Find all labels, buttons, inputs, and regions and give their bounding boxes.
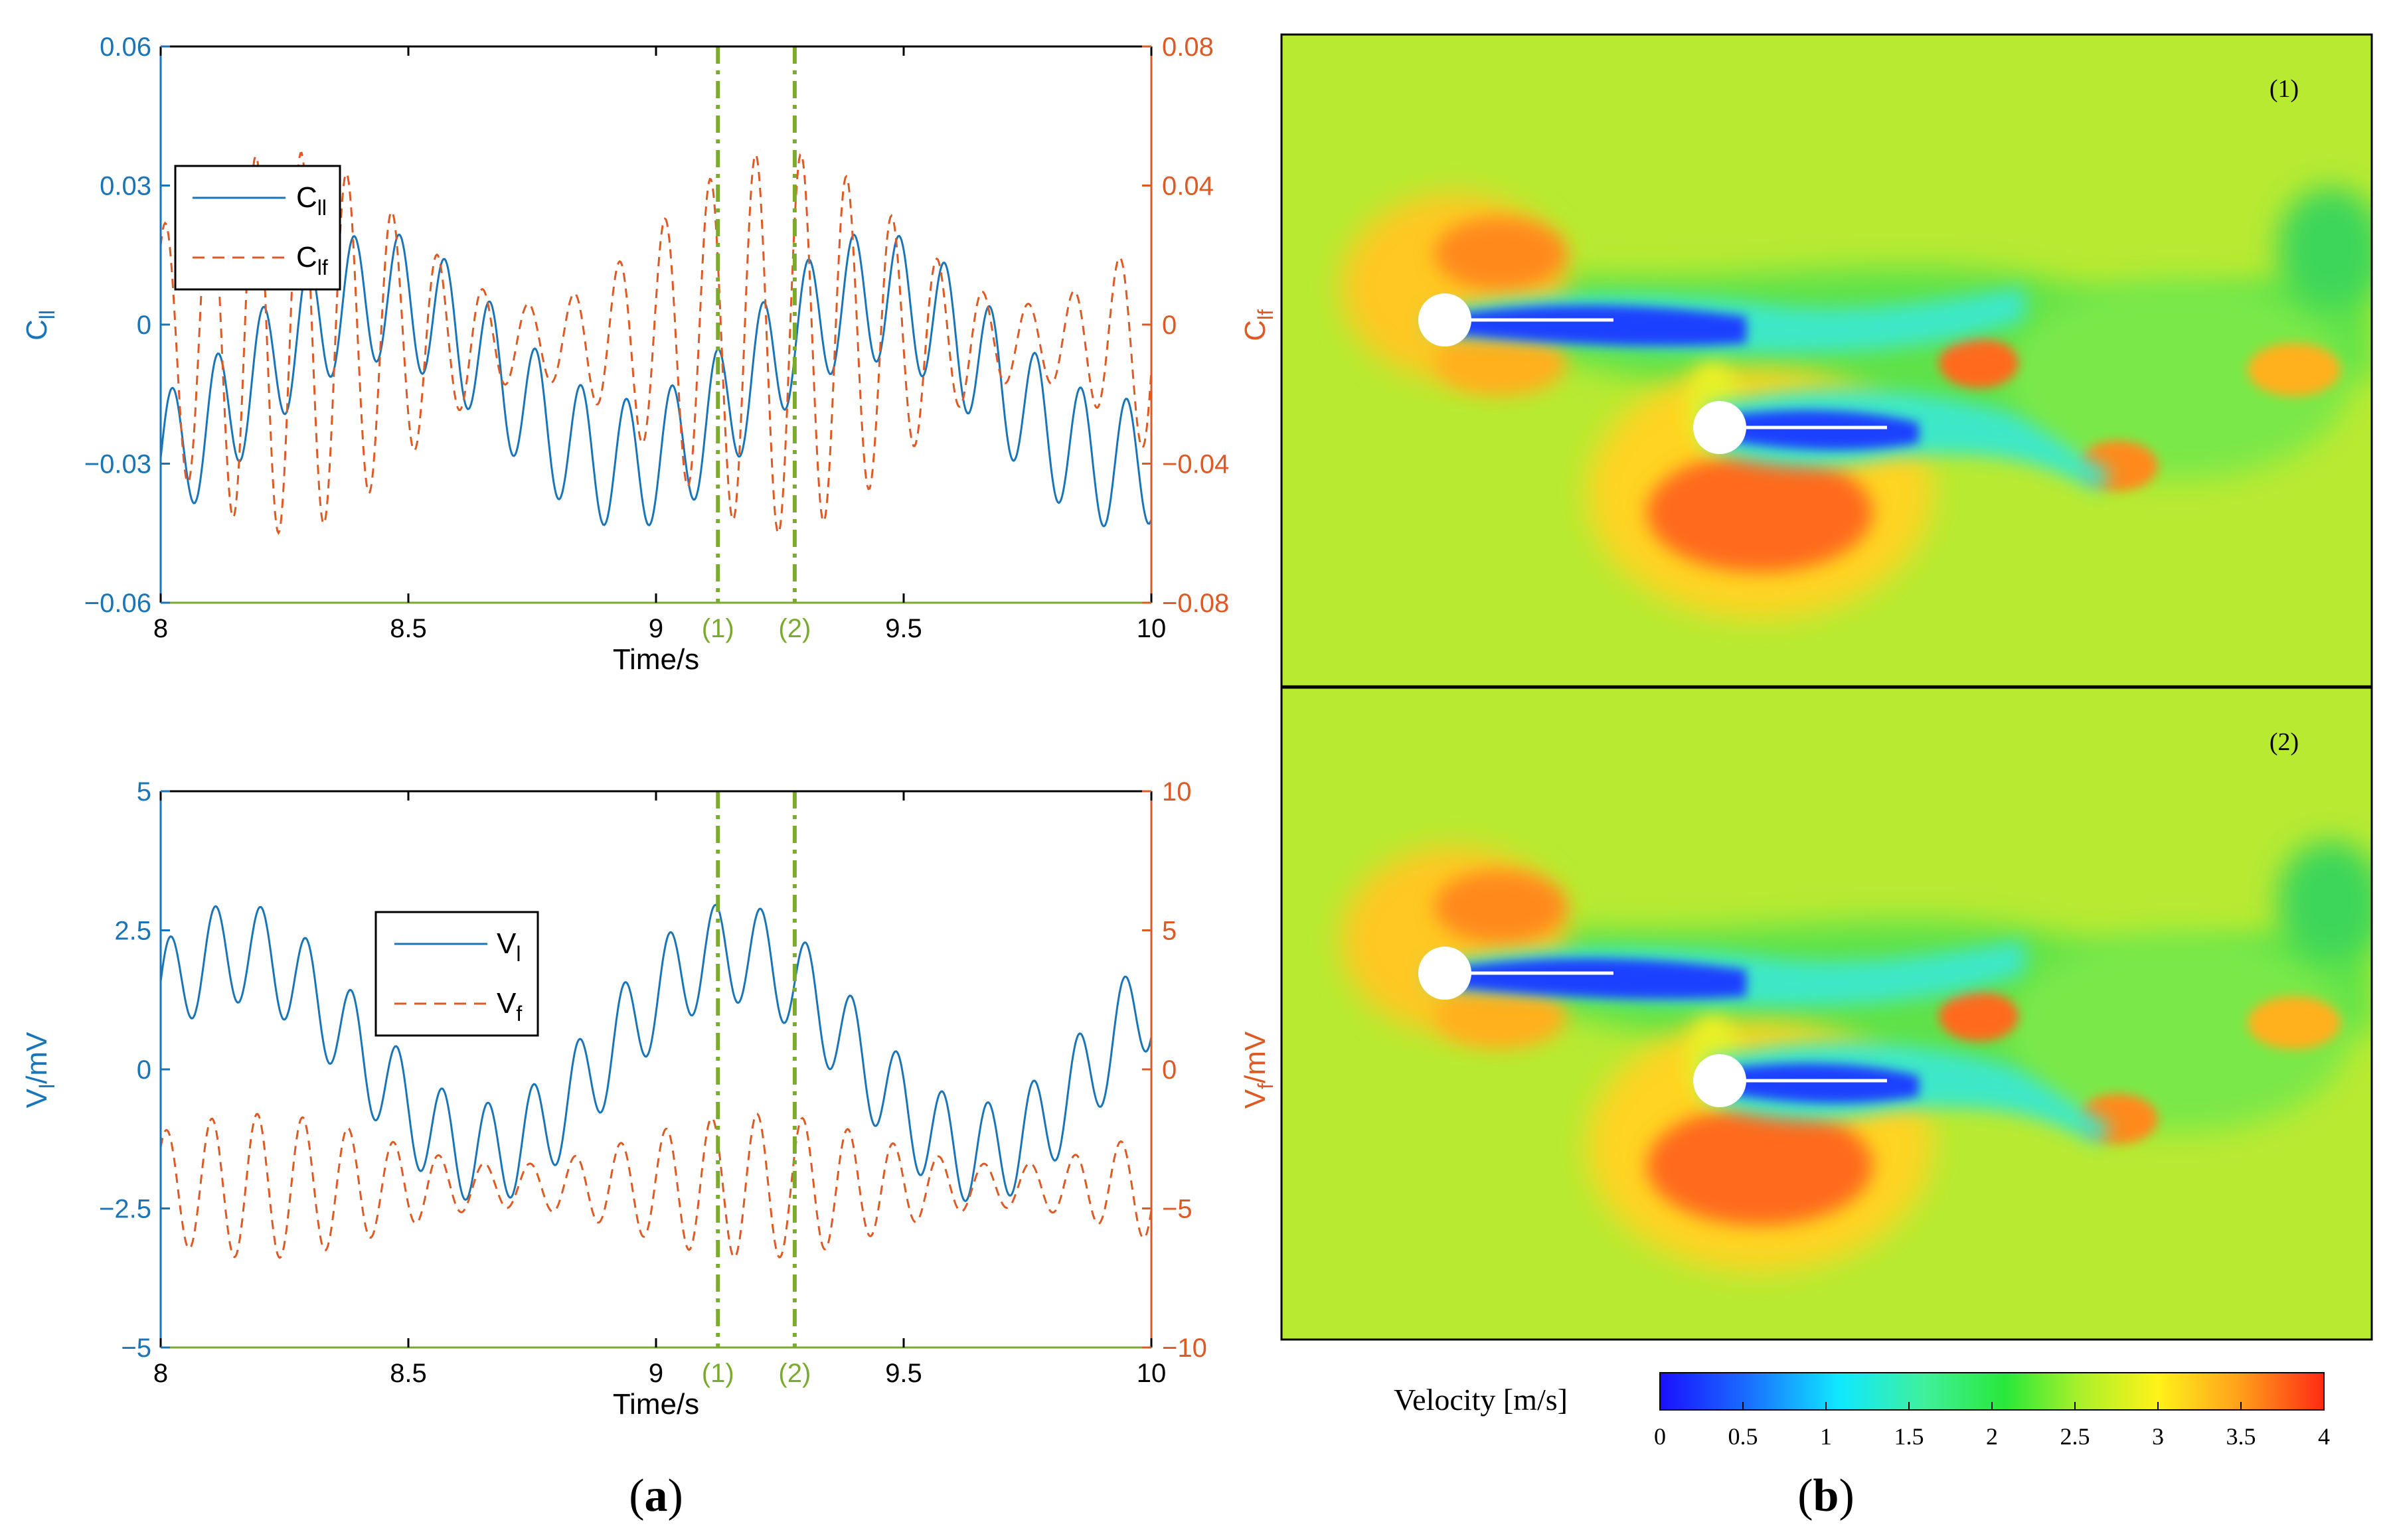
flow-frame-2-label: (2) (2269, 728, 2299, 756)
series-group-top (161, 151, 1151, 536)
bottom-legend-label-vf: Vf (497, 987, 522, 1026)
bottom-ytick-left-label: 0 (137, 1055, 151, 1085)
bottom-legend-box (374, 911, 539, 1037)
top-legend-box (174, 165, 341, 291)
top-ytick-left-label: 0 (137, 311, 151, 340)
flow-frame-1-border (1280, 33, 2373, 688)
bottom-legend: Vl Vf (374, 911, 539, 1037)
chart-top: (1) (2) 8 8.5 9 9.5 10 0.06 0.03 0 −0.03 −0.06 0.08… (21, 33, 1278, 676)
colorbar-tick-label: 2 (1986, 1423, 1998, 1450)
top-ylabel-right-sub: lf (1254, 309, 1278, 320)
bottom-ytick-right-label: −5 (1162, 1195, 1193, 1224)
top-ylabel-left-base: C (21, 319, 53, 341)
colorbar-tick-label: 1.5 (1894, 1423, 1924, 1450)
tick-group-top: 8 8.5 9 9.5 10 0.06 0.03 0 −0.03 −0.06 0.08 0.04 0 −0… (84, 33, 1229, 643)
bottom-marker-label: (2) (778, 1359, 811, 1388)
chart-bottom: (1) (2) 8 8.5 9 9.5 10 5 2.5 0 −2.5 −5 10 5 0 −5 −10 Ti… (21, 777, 1278, 1421)
bottom-ytick-left-label: 5 (137, 777, 151, 807)
top-ytick-left-label: 0.06 (100, 33, 151, 62)
marker-group-top: (1) (2) (702, 46, 811, 643)
top-xtick-label: 8 (153, 614, 168, 643)
tick-group-bottom: 8 8.5 9 9.5 10 5 2.5 0 −2.5 −5 10 5 0 −5 −10 (99, 777, 1207, 1388)
top-xtick-label: 9.5 (885, 614, 922, 643)
bottom-ytick-right-label: −10 (1162, 1334, 1207, 1363)
colorbar-tick-group: 0 0.5 1 1.5 2 2.5 3 3.5 4 (1654, 1402, 2330, 1450)
top-legend: Cll Clf (174, 165, 341, 291)
series-group-bottom (161, 903, 1151, 1259)
bottom-ytick-left-label: 2.5 (114, 917, 151, 946)
flow-frame-1-label: (1) (2269, 75, 2299, 103)
top-ytick-left-label: −0.06 (84, 589, 151, 618)
bottom-ytick-right-label: 5 (1162, 917, 1177, 946)
top-xtick-label: 9 (649, 614, 663, 643)
top-ytick-right-label: 0.04 (1162, 172, 1214, 201)
top-marker-label: (2) (778, 614, 811, 643)
colorbar-tick-label: 4 (2318, 1423, 2330, 1450)
flow-frame-2 (1281, 688, 2384, 1340)
colorbar-tick-label: 1 (1820, 1423, 1832, 1450)
bottom-ytick-right-label: 10 (1162, 777, 1192, 807)
flow-frame-1 (1281, 35, 2384, 686)
top-ytick-right-label: 0.08 (1162, 33, 1214, 62)
bottom-xtick-label: 8.5 (390, 1359, 427, 1388)
marker-group-bottom: (1) (2) (702, 791, 811, 1388)
colorbar-tick-label: 3.5 (2226, 1423, 2256, 1450)
bottom-xtick-label: 10 (1137, 1359, 1167, 1388)
colorbar-tick-label: 2.5 (2060, 1423, 2090, 1450)
colorbar-tick-label: 0.5 (1728, 1423, 1758, 1450)
bottom-xlabel: Time/s (613, 1388, 699, 1421)
bottom-ylabel-left: Vl/mV (21, 1032, 59, 1108)
top-series-Cll (161, 233, 1151, 528)
top-series-Clf (161, 151, 1151, 536)
top-ytick-right-label: 0 (1162, 311, 1177, 340)
plot-area-bottom (161, 791, 1151, 1348)
top-xlabel: Time/s (613, 643, 699, 676)
top-marker-label: (1) (702, 614, 734, 643)
top-ytick-right-label: −0.04 (1162, 450, 1229, 479)
bottom-series-Vl (161, 903, 1151, 1203)
top-ylabel-right-base: C (1239, 320, 1272, 341)
top-ytick-right-label: −0.08 (1162, 589, 1229, 618)
bottom-ytick-left-label: −2.5 (99, 1195, 151, 1224)
bottom-legend-label-vl: Vl (497, 927, 521, 966)
top-legend-label-cll: Cll (296, 181, 327, 220)
flow-frame-2-border (1280, 686, 2373, 1341)
top-legend-label-clf: Clf (296, 241, 328, 279)
top-xtick-label: 10 (1137, 614, 1167, 643)
top-xtick-label: 8.5 (390, 614, 427, 643)
top-ytick-left-label: −0.03 (84, 450, 151, 479)
colorbar-tick-label: 3 (2152, 1423, 2164, 1450)
top-ytick-left-label: 0.03 (100, 172, 151, 201)
top-ylabel-left-sub: ll (35, 310, 59, 319)
bottom-xtick-label: 9 (649, 1359, 663, 1388)
bottom-xtick-label: 8 (153, 1359, 168, 1388)
colorbar-tick-label: 0 (1654, 1423, 1666, 1450)
bottom-xtick-label: 9.5 (885, 1359, 922, 1388)
bottom-ytick-right-label: 0 (1162, 1055, 1177, 1085)
colorbar-title: Velocity [m/s] (1394, 1383, 1568, 1417)
plot-area-top (161, 46, 1151, 603)
bottom-series-Vf (161, 1113, 1151, 1259)
panel-a-label: (a) (629, 1470, 683, 1521)
bottom-ytick-left-label: −5 (121, 1334, 151, 1363)
top-ylabel-right: Clf (1239, 309, 1278, 341)
panel-b-label: (b) (1797, 1470, 1855, 1521)
bottom-ylabel-right: Vf/mV (1239, 1031, 1278, 1109)
top-ylabel-left: Cll (21, 310, 59, 341)
bottom-marker-label: (1) (702, 1359, 734, 1388)
